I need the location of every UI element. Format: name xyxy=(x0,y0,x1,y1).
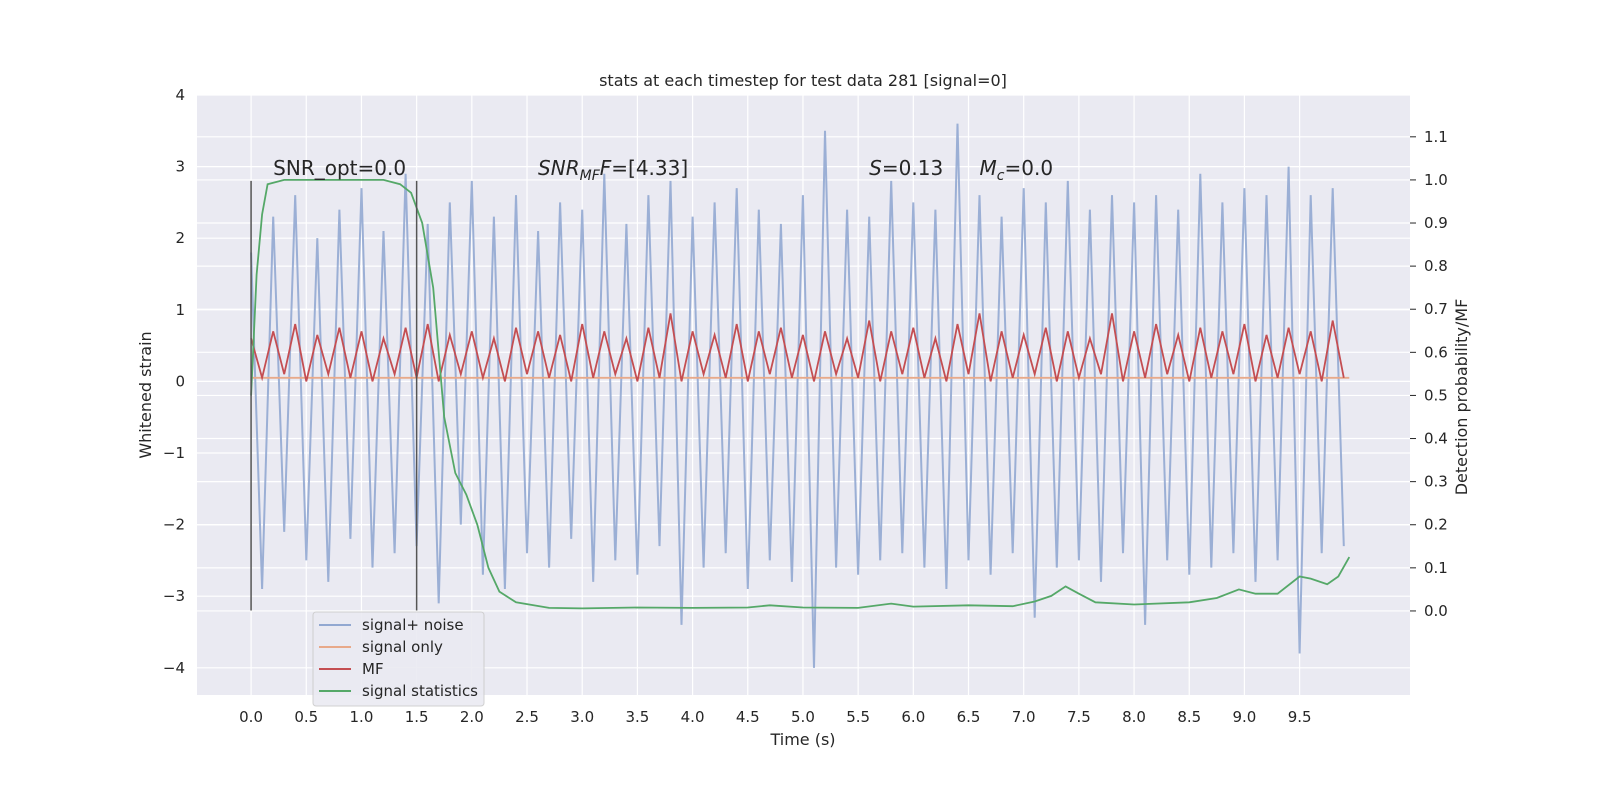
y2-tick-label: 1.1 xyxy=(1424,128,1448,146)
x-tick-label: 6.5 xyxy=(957,708,981,726)
annotation: Mc=0.0 xyxy=(980,156,1054,184)
x-axis-label: Time (s) xyxy=(769,730,835,749)
y2-tick-label: 0.2 xyxy=(1424,516,1448,534)
x-tick-label: 7.5 xyxy=(1067,708,1091,726)
annotation-part: SNR_opt=0.0 xyxy=(273,156,406,180)
x-tick-label: 5.0 xyxy=(791,708,815,726)
annotation-part: =[4.33] xyxy=(611,156,688,180)
y2-tick-label: 0.1 xyxy=(1424,559,1448,577)
y2-tick-label: 0.4 xyxy=(1424,430,1448,448)
x-tick-label: 2.0 xyxy=(460,708,484,726)
y-tick-label: 4 xyxy=(175,86,185,104)
x-tick-label: 9.5 xyxy=(1288,708,1312,726)
legend-label: signal only xyxy=(362,638,443,656)
annotation-part: c xyxy=(997,168,1005,184)
y-tick-label: −3 xyxy=(163,587,185,605)
annotation-part: SNR xyxy=(538,156,580,180)
y2-tick-label: 0.7 xyxy=(1424,300,1448,318)
chart-title: stats at each timestep for test data 281… xyxy=(599,71,1007,90)
annotation-part: M xyxy=(980,156,997,180)
x-tick-label: 0.5 xyxy=(294,708,318,726)
x-tick-label: 6.0 xyxy=(901,708,925,726)
annotation-part: =0.13 xyxy=(882,156,943,180)
y2-tick-label: 0.5 xyxy=(1424,386,1448,404)
y-tick-label: 2 xyxy=(175,229,185,247)
annotation-part: F xyxy=(600,156,612,180)
y-tick-label: 0 xyxy=(175,372,185,390)
annotation-part: MF xyxy=(580,168,601,184)
x-tick-label: 8.0 xyxy=(1122,708,1146,726)
legend-box xyxy=(312,611,485,707)
x-tick-label: 7.0 xyxy=(1012,708,1036,726)
y-tick-label: −4 xyxy=(163,659,185,677)
y2-tick-label: 0.8 xyxy=(1424,257,1448,275)
x-tick-label: 8.5 xyxy=(1177,708,1201,726)
x-tick-label: 1.0 xyxy=(350,708,374,726)
y-axis-label: Whitened strain xyxy=(136,331,155,458)
series-line xyxy=(250,313,1345,382)
x-tick-label: 5.5 xyxy=(846,708,870,726)
y2-tick-label: 0.6 xyxy=(1424,343,1448,361)
y-tick-label: 3 xyxy=(175,158,185,176)
y2-axis-label: Detection probability/MF xyxy=(1452,299,1471,496)
annotation-part: S xyxy=(869,156,882,180)
x-tick-label: 1.5 xyxy=(405,708,429,726)
x-tick-label: 9.0 xyxy=(1233,708,1257,726)
y2-tick-label: 1.0 xyxy=(1424,171,1448,189)
x-tick-label: 4.0 xyxy=(681,708,705,726)
x-tick-label: 2.5 xyxy=(515,708,539,726)
annotation: S=0.13 xyxy=(869,156,943,180)
x-tick-label: 4.5 xyxy=(736,708,760,726)
annotation: SNR_opt=0.0 xyxy=(273,156,406,180)
legend-label: signal statistics xyxy=(362,682,478,700)
y-tick-label: −1 xyxy=(163,444,185,462)
legend-label: MF xyxy=(362,660,384,678)
annotation: SNRMFF=[4.33] xyxy=(538,156,688,184)
x-tick-label: 3.5 xyxy=(625,708,649,726)
x-tick-label: 0.0 xyxy=(239,708,263,726)
y-tick-label: 1 xyxy=(175,301,185,319)
annotation-part: =0.0 xyxy=(1005,156,1054,180)
y2-tick-label: 0.9 xyxy=(1424,214,1448,232)
legend-label: signal+ noise xyxy=(362,616,464,634)
series-line xyxy=(250,179,1351,610)
y2-tick-label: 0.0 xyxy=(1424,602,1448,620)
x-tick-label: 3.0 xyxy=(570,708,594,726)
y2-tick-label: 0.3 xyxy=(1424,473,1448,491)
y-tick-label: −2 xyxy=(163,516,185,534)
